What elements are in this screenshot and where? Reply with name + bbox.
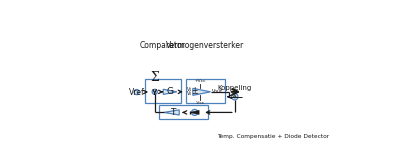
- Circle shape: [192, 109, 198, 115]
- Text: Vout: Vout: [212, 89, 223, 94]
- Bar: [186, 79, 225, 103]
- Text: +Vcc: +Vcc: [195, 79, 206, 83]
- Text: V₁: V₁: [187, 87, 193, 92]
- Polygon shape: [190, 110, 199, 114]
- Text: Vermogenversterker: Vermogenversterker: [166, 41, 244, 50]
- Text: Temp. Compensatie + Diode Detector: Temp. Compensatie + Diode Detector: [217, 134, 329, 139]
- Text: Vref: Vref: [129, 88, 144, 97]
- Text: Koppeling: Koppeling: [218, 85, 252, 91]
- Circle shape: [232, 94, 238, 100]
- Polygon shape: [163, 89, 177, 94]
- Circle shape: [152, 89, 158, 94]
- Text: V₂: V₂: [187, 91, 193, 96]
- Text: -Vcc: -Vcc: [196, 101, 205, 105]
- Text: Comparator: Comparator: [140, 41, 186, 50]
- Text: −: −: [191, 89, 198, 98]
- Text: +: +: [191, 86, 198, 95]
- Text: Σ: Σ: [150, 71, 159, 84]
- Bar: [145, 79, 181, 103]
- Text: G: G: [166, 87, 173, 96]
- Circle shape: [134, 90, 139, 95]
- Polygon shape: [164, 110, 179, 115]
- Polygon shape: [193, 88, 210, 95]
- Text: T: T: [170, 108, 175, 117]
- Bar: [158, 105, 208, 119]
